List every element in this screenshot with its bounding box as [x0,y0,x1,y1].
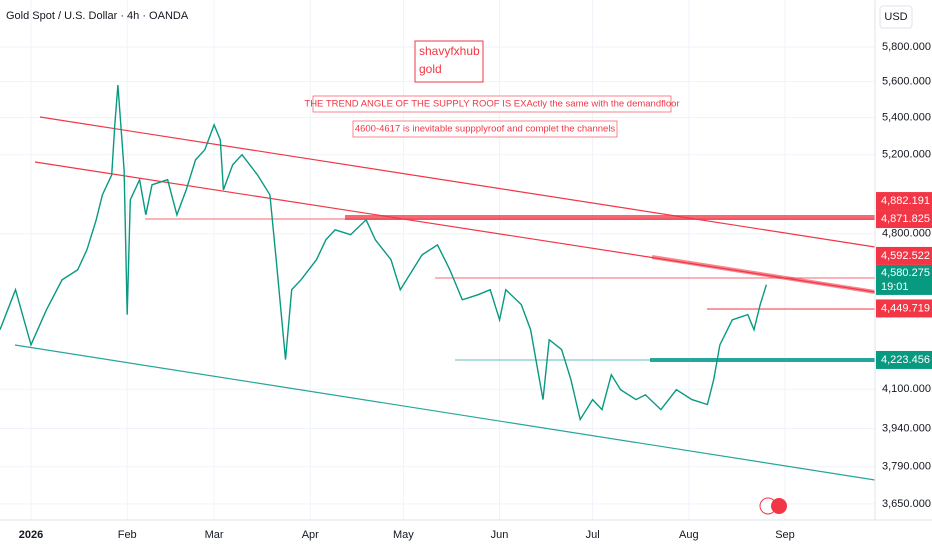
note: THE TREND ANGLE OF THE SUPPLY ROOF IS EX… [304,99,679,110]
currency-button[interactable] [879,5,913,29]
y-tick-label: 4,800.000 [882,228,931,240]
price-tag-label: 4,882.191 [881,195,930,207]
y-tick-label: 3,650.000 [882,498,931,510]
note-box [352,120,618,138]
price-tag-label: 4,580.275 [881,267,930,279]
news-icon[interactable] [771,498,787,514]
chart-title: Gold Spot / U.S. Dollar · 4h · OANDA [6,10,189,22]
y-tick-label: 3,940.000 [882,422,931,434]
price-tag [876,299,932,318]
note: 4600-4617 is inevitable suppplyroof and … [355,124,616,135]
demand-floor-line [14,344,876,481]
price-tag [876,264,932,295]
target-zone [651,255,876,294]
y-tick-label: 5,400.000 [882,111,931,123]
price-tag [876,210,932,229]
price-tag-label: 4,871.825 [881,213,930,225]
x-tick-label: Sep [775,529,795,541]
plot-area [0,0,876,520]
price-line [0,84,768,422]
y-tick-label: 5,800.000 [882,41,931,53]
author: shavyfxhub [419,44,480,58]
currency[interactable]: USD [884,11,907,23]
countdown: 19:01 [881,281,909,293]
y-tick-label: 4,100.000 [882,383,931,395]
price-tag [876,192,932,211]
supply-roof-line [39,116,876,248]
y-tick-label: 5,200.000 [882,149,931,161]
price-tag-label: 4,592.522 [881,250,930,262]
x-tick-label: 2026 [19,529,43,541]
author-sub: gold [419,62,442,76]
x-tick-label: Apr [302,529,319,541]
y-tick-label: 3,790.000 [882,461,931,473]
level-zone [345,215,875,220]
x-tick-label: Feb [118,529,137,541]
price-tag-label: 4,223.456 [881,354,930,366]
x-tick-label: Jul [586,529,600,541]
price-tag-label: 4,449.719 [881,302,930,314]
author-box [414,40,484,83]
price-tag [876,350,932,369]
note-box [312,95,672,113]
x-tick-label: May [393,529,414,541]
x-tick-label: Jun [491,529,509,541]
y-tick-label: 5,600.000 [882,76,931,88]
x-tick-label: Aug [679,529,699,541]
price-tag [876,246,932,265]
x-tick-label: Mar [205,529,224,541]
level-zone [650,358,875,362]
